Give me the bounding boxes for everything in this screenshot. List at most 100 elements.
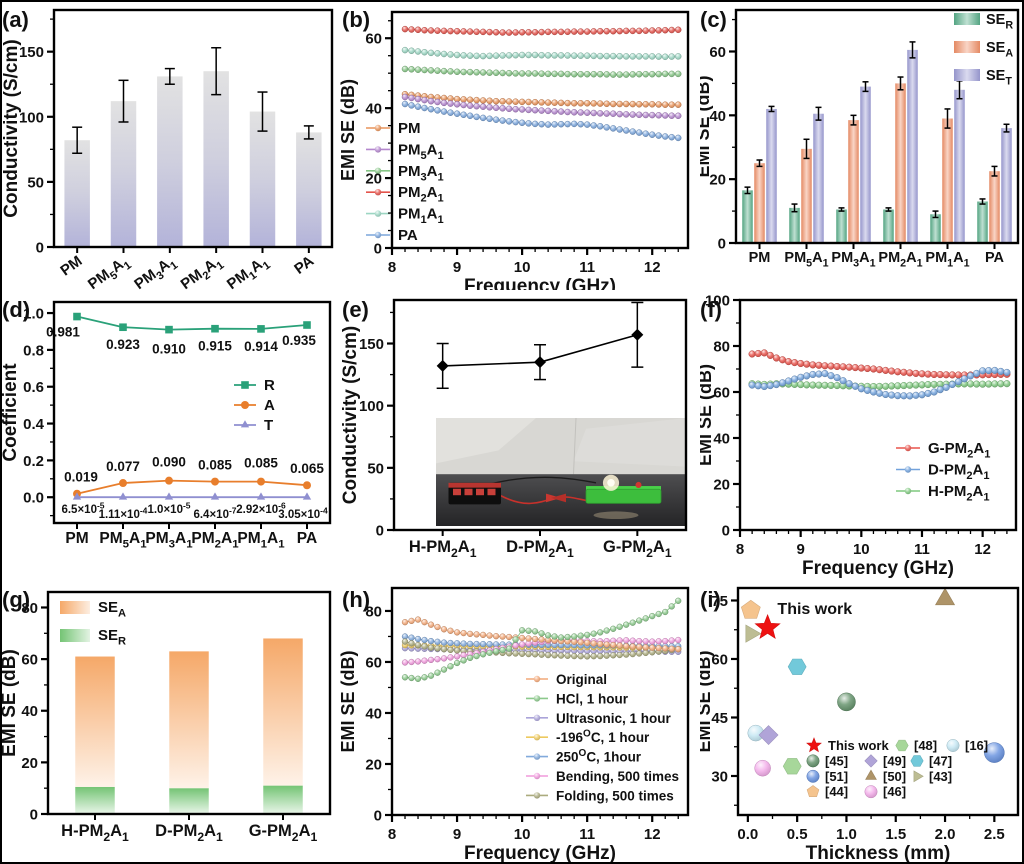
svg-text:0: 0: [374, 241, 382, 258]
panel-e: 0 50 100 150 H-PM2A1 D-PM2A1 G-PM2A1 Conductivi…: [340, 290, 700, 580]
svg-text:G-PM2A1: G-PM2A1: [928, 440, 990, 461]
plot-data: [64, 47, 322, 248]
panel-c: SER SEA SET 0 20 40 60 PM PM5A1 PM3A1 PM2A1 PM1A1 PA…: [700, 0, 1024, 290]
svg-text:60: 60: [21, 652, 38, 669]
svg-text:Frequency (GHz): Frequency (GHz): [802, 558, 954, 579]
svg-text:0.935: 0.935: [282, 333, 316, 348]
svg-text:50: 50: [27, 174, 44, 191]
svg-text:0.914: 0.914: [244, 339, 278, 354]
svg-text:0: 0: [36, 240, 44, 257]
svg-text:20: 20: [21, 755, 38, 772]
axes: 30 45 60 75 0.0 0.5 1.0 1.5 2.0 2.5 Thickness (mm)…: [700, 586, 1020, 864]
svg-text:[45]: [45]: [825, 753, 848, 768]
svg-text:45: 45: [711, 710, 728, 727]
svg-text:0.019: 0.019: [64, 470, 98, 485]
svg-text:0.915: 0.915: [198, 339, 232, 354]
svg-text:PM5A1: PM5A1: [99, 530, 147, 551]
svg-text:9: 9: [453, 259, 461, 276]
svg-text:0.077: 0.077: [106, 459, 140, 474]
svg-text:60: 60: [711, 651, 728, 668]
svg-text:20: 20: [365, 756, 382, 773]
svg-text:PM2A1: PM2A1: [398, 184, 444, 205]
svg-text:T: T: [264, 417, 273, 434]
panel-i-chart: This work This work [48] [16] [45] [49] [47] [5…: [700, 586, 1020, 864]
plot-data: [436, 301, 686, 526]
svg-text:1.0: 1.0: [836, 826, 857, 843]
panel-a: 0 50 100 150 PM PM5A1 PM3A1 PM2A1 PM1A1 PA Conduct…: [0, 0, 340, 290]
svg-text:[46]: [46]: [883, 784, 906, 799]
svg-text:80: 80: [713, 339, 730, 356]
svg-text:PM1A1: PM1A1: [398, 206, 444, 227]
svg-text:0.8: 0.8: [23, 342, 44, 359]
legend: SEA SER: [60, 599, 126, 648]
svg-text:D-PM2A1: D-PM2A1: [506, 538, 574, 560]
svg-text:(h): (h): [342, 587, 370, 612]
svg-text:This work: This work: [777, 601, 852, 618]
svg-text:1.0: 1.0: [23, 306, 44, 323]
svg-text:PM2A1: PM2A1: [878, 250, 922, 269]
svg-text:(g): (g): [2, 587, 30, 612]
svg-text:1.5: 1.5: [885, 826, 906, 843]
svg-text:11: 11: [914, 541, 930, 558]
svg-text:EMI SE (dB): EMI SE (dB): [700, 650, 714, 752]
svg-text:150: 150: [19, 44, 44, 61]
panel-h: Original HCl, 1 hour Ultrasonic, 1 hour -19…: [340, 580, 700, 864]
plot-data: [748, 349, 1011, 400]
svg-text:EMI SE (dB): EMI SE (dB): [0, 649, 20, 757]
svg-text:30: 30: [711, 768, 728, 785]
svg-text:11: 11: [579, 259, 595, 276]
svg-text:EMI SE (dB): EMI SE (dB): [700, 75, 713, 177]
svg-text:PA: PA: [398, 227, 418, 244]
svg-text:PM1A1: PM1A1: [925, 250, 969, 269]
svg-text:60: 60: [709, 44, 726, 61]
plot-data: [75, 638, 303, 814]
svg-text:80: 80: [365, 603, 382, 620]
axes: 0 20 40 60 80 H-PM2A1 D-PM2A1 G-PM2A1 EMI SE (dB…: [0, 590, 332, 844]
svg-text:PM: PM: [749, 250, 771, 266]
svg-text:(c): (c): [700, 7, 727, 32]
svg-text:PM3A1: PM3A1: [398, 163, 444, 184]
svg-text:8: 8: [388, 826, 396, 843]
axes: 0 20 40 60 80 8 9 10 11 12 Frequency (GHz) EMI SE (…: [340, 586, 690, 864]
svg-text:0.5: 0.5: [787, 826, 808, 843]
svg-text:100: 100: [705, 293, 730, 310]
svg-text:12: 12: [644, 259, 661, 276]
svg-text:Coefficient: Coefficient: [0, 363, 21, 462]
legend: SER SEA SET: [954, 12, 1013, 87]
svg-text:10: 10: [853, 541, 870, 558]
svg-text:80: 80: [21, 600, 38, 617]
svg-text:[49]: [49]: [883, 753, 906, 768]
svg-text:(i): (i): [700, 587, 721, 612]
svg-text:PM1A1: PM1A1: [224, 252, 273, 290]
svg-text:H-PM2A1: H-PM2A1: [61, 822, 129, 844]
svg-text:D-PM2A1: D-PM2A1: [928, 462, 990, 483]
svg-text:Frequency (GHz): Frequency (GHz): [464, 843, 616, 864]
svg-text:(f): (f): [700, 297, 722, 322]
svg-text:20: 20: [713, 477, 730, 494]
svg-text:0: 0: [718, 236, 726, 253]
svg-text:(a): (a): [2, 7, 29, 32]
svg-text:G-PM2A1: G-PM2A1: [249, 822, 318, 844]
svg-text:PM2A1: PM2A1: [191, 530, 239, 551]
svg-text:(e): (e): [342, 297, 369, 322]
svg-text:20: 20: [709, 172, 726, 189]
svg-text:G-PM2A1: G-PM2A1: [603, 538, 672, 560]
panel-g-chart: SEA SER 0 20 40 60 80 H-PM2A1 D-PM2A1 G-PM2A1 EMI …: [0, 587, 332, 844]
svg-text:Original: Original: [556, 672, 607, 687]
svg-text:PA: PA: [291, 252, 317, 277]
svg-text:EMI SE (dB): EMI SE (dB): [340, 650, 358, 752]
svg-text:0.2: 0.2: [23, 453, 44, 470]
svg-text:3.05×10-4: 3.05×10-4: [278, 505, 328, 521]
svg-text:(d): (d): [2, 297, 30, 322]
svg-text:[51]: [51]: [825, 769, 848, 784]
svg-text:0.085: 0.085: [244, 456, 278, 471]
svg-text:HCl, 1 hour: HCl, 1 hour: [556, 691, 629, 706]
panel-e-chart: 0 50 100 150 H-PM2A1 D-PM2A1 G-PM2A1 Conductivi…: [340, 297, 688, 560]
panel-c-chart: SER SEA SET 0 20 40 60 PM PM5A1 PM3A1 PM2A1 PM1A1 PA…: [700, 7, 1020, 269]
axes: 0 20 40 60 8 9 10 11 12 Frequency (GHz) EMI SE (dB…: [340, 10, 690, 290]
